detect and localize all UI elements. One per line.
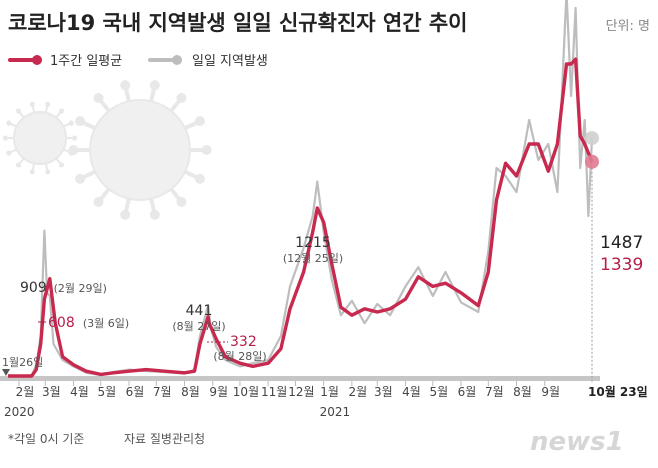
- x-tick-label: 5월: [429, 385, 448, 399]
- footnote: *각일 0시 기준: [8, 432, 84, 446]
- virus-body: [13, 111, 67, 165]
- source: 자료 질병관리청: [124, 432, 205, 446]
- brand-logo: news1: [530, 427, 624, 457]
- virus-spike-tip: [58, 108, 65, 114]
- annotation-1215-value: 1215: [295, 235, 331, 251]
- annotation-1215-date: (12월 25일): [283, 251, 343, 265]
- x-axis-baseline: [0, 376, 600, 381]
- virus-spike-tip: [29, 101, 35, 107]
- virus-spike-tip: [194, 173, 205, 184]
- annotation-909-date: (2월 29일): [54, 281, 107, 295]
- annotation-332-date: (8월 28일): [213, 349, 266, 363]
- year-label: 2021: [320, 405, 351, 419]
- virus-spike-tip: [176, 196, 187, 207]
- annotation-332-value: 332: [230, 334, 257, 350]
- x-tick-label: 6월: [126, 385, 145, 399]
- news1-logo: news1: [530, 427, 624, 457]
- x-tick-label: 8월: [513, 385, 532, 399]
- legend-label-daily: 일일 지역발생: [192, 54, 268, 69]
- virus-body: [89, 99, 191, 201]
- x-tick-label: 6월: [458, 385, 477, 399]
- annotation-608-date: (3월 6일): [83, 316, 129, 330]
- x-tick-label: 2월: [349, 385, 368, 399]
- virus-icon: [2, 80, 212, 220]
- virus-spike-tip: [45, 169, 51, 175]
- x-tick-label: 3월: [374, 385, 393, 399]
- virus-spike-tip: [68, 150, 74, 156]
- x-tick-label: 4월: [402, 385, 421, 399]
- virus-spike-tip: [6, 120, 12, 126]
- x-tick-label: 4월: [70, 385, 89, 399]
- series-line-avg: [8, 57, 594, 378]
- x-tick-label: 8월: [181, 385, 200, 399]
- virus-spike-tip: [75, 116, 86, 127]
- annotation-1339-value: 1339: [600, 255, 643, 275]
- legend: 1주간 일평균 일일 지역발생: [8, 54, 268, 69]
- virus-spike-tip: [58, 162, 65, 168]
- unit-label: 단위: 명: [606, 19, 650, 34]
- annotation-441-value: 441: [186, 303, 213, 319]
- annotation-909-value: 909: [20, 280, 47, 296]
- x-tick-label: 12월: [288, 385, 314, 399]
- end-marker-avg: [585, 154, 599, 169]
- virus-spike-tip: [149, 80, 160, 91]
- start-marker-icon: [2, 369, 10, 376]
- end-date-label: 10월 23일: [588, 384, 648, 399]
- annotation-909: 909 (2월 29일): [20, 280, 107, 296]
- annotation-1487-value: 1487: [600, 233, 643, 253]
- x-tick-label: 3월: [42, 385, 61, 399]
- x-tick-label: 7월: [153, 385, 172, 399]
- virus-spike-tip: [149, 209, 160, 220]
- virus-spike-tip: [15, 162, 22, 168]
- annotation-start-date: 1월26일: [2, 355, 43, 369]
- virus-spike-tip: [176, 93, 187, 104]
- virus-spike-tip: [6, 150, 12, 156]
- virus-spike-tip: [68, 120, 74, 126]
- virus-spike-tip: [201, 145, 212, 155]
- chart-title: 코로나19 국내 지역발생 일일 신규확진자 연간 추이: [8, 11, 468, 35]
- legend-marker-avg: [32, 55, 42, 65]
- virus-spike-tip: [120, 80, 131, 91]
- legend-label-avg: 1주간 일평균: [50, 54, 122, 69]
- virus-spike-tip: [71, 135, 78, 141]
- virus-spike-tip: [15, 108, 22, 114]
- virus-spike-tip: [45, 101, 51, 107]
- annotation-608-value: 608: [48, 315, 75, 331]
- legend-marker-daily: [172, 55, 182, 65]
- x-tick-label: 1월: [320, 385, 339, 399]
- x-tick-label: 2월: [16, 385, 35, 399]
- x-tick-label: 11월: [261, 385, 287, 399]
- x-tick-label: 9월: [209, 385, 228, 399]
- virus-spike-tip: [75, 173, 86, 184]
- annotation-608: 608 (3월 6일): [48, 312, 129, 331]
- end-marker-daily: [585, 131, 599, 146]
- virus-spike-tip: [29, 169, 35, 175]
- x-tick-label: 10월: [233, 385, 259, 399]
- x-tick-label: 7월: [485, 385, 504, 399]
- virus-spike-tip: [120, 209, 131, 220]
- year-label: 2020: [4, 405, 35, 419]
- x-tick-label: 9월: [541, 385, 560, 399]
- x-axis-ticks: 2월 3월 4월 5월 6월 7월 8월 9월 10월 11월 12월 1월 2월 3월 4월 5월 6월 7월 8…: [4, 381, 560, 419]
- virus-spike-tip: [194, 116, 205, 127]
- virus-spike-tip: [2, 135, 9, 141]
- virus-spike-tip: [93, 196, 104, 207]
- x-tick-label: 5월: [97, 385, 116, 399]
- virus-spike-tip: [93, 93, 104, 104]
- annotation-441-date: (8월 27일): [172, 319, 225, 333]
